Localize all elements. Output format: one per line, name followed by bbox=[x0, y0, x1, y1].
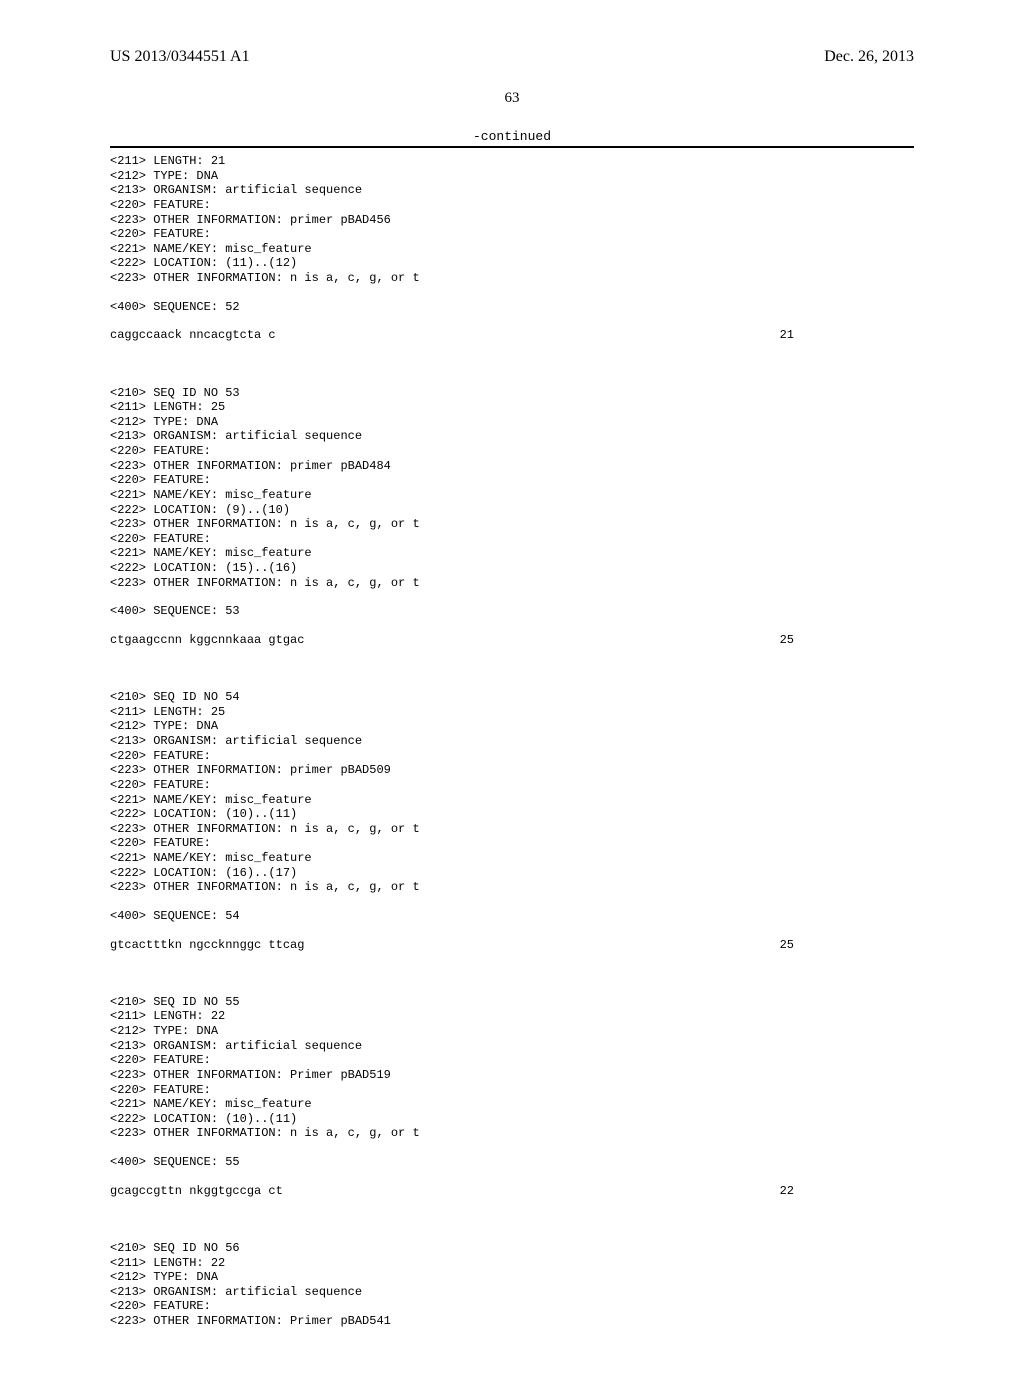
seq-feature-line: <223> OTHER INFORMATION: n is a, c, g, o… bbox=[110, 576, 914, 591]
page-number: 63 bbox=[110, 90, 914, 107]
seq-feature-line: <221> NAME/KEY: misc_feature bbox=[110, 851, 914, 866]
seq-feature-line: <212> TYPE: DNA bbox=[110, 415, 914, 430]
seq-feature-line: <223> OTHER INFORMATION: n is a, c, g, o… bbox=[110, 1126, 914, 1141]
seq-sequence-block: gcagccgttn nkggtgccga ct22 bbox=[110, 1184, 914, 1199]
continued-label: -continued bbox=[110, 129, 914, 144]
seq-feature-line: <220> FEATURE: bbox=[110, 227, 914, 242]
seq-feature-line: <222> LOCATION: (11)..(12) bbox=[110, 256, 914, 271]
seq-feature-line: <220> FEATURE: bbox=[110, 444, 914, 459]
seq-length-value: 22 bbox=[734, 1184, 914, 1199]
seq-feature-line: <211> LENGTH: 21 bbox=[110, 154, 914, 169]
seq-feature-block: <211> LENGTH: 21<212> TYPE: DNA<213> ORG… bbox=[110, 154, 914, 286]
seq-feature-line: <212> TYPE: DNA bbox=[110, 1024, 914, 1039]
seq-feature-line: <213> ORGANISM: artificial sequence bbox=[110, 1039, 914, 1054]
seq-feature-line: <222> LOCATION: (15)..(16) bbox=[110, 561, 914, 576]
seq-feature-line: <211> LENGTH: 25 bbox=[110, 400, 914, 415]
seq-feature-line: <220> FEATURE: bbox=[110, 198, 914, 213]
seq-header-line: <400> SEQUENCE: 53 bbox=[110, 604, 914, 619]
seq-feature-block: <210> SEQ ID NO 54<211> LENGTH: 25<212> … bbox=[110, 690, 914, 895]
seq-spacer bbox=[110, 1212, 914, 1227]
publication-date: Dec. 26, 2013 bbox=[824, 48, 914, 66]
seq-sequence-block: gtcactttkn ngccknnggc ttcag25 bbox=[110, 938, 914, 953]
seq-feature-line: <220> FEATURE: bbox=[110, 1053, 914, 1068]
seq-header-line: <400> SEQUENCE: 52 bbox=[110, 300, 914, 315]
seq-feature-line: <221> NAME/KEY: misc_feature bbox=[110, 546, 914, 561]
seq-feature-line: <223> OTHER INFORMATION: n is a, c, g, o… bbox=[110, 822, 914, 837]
seq-feature-line: <221> NAME/KEY: misc_feature bbox=[110, 488, 914, 503]
seq-feature-line: <210> SEQ ID NO 54 bbox=[110, 690, 914, 705]
seq-length-value: 25 bbox=[734, 938, 914, 953]
seq-spacer bbox=[110, 966, 914, 981]
page-header: US 2013/0344551 A1 Dec. 26, 2013 bbox=[110, 48, 914, 66]
seq-feature-line: <223> OTHER INFORMATION: primer pBAD484 bbox=[110, 459, 914, 474]
seq-feature-line: <213> ORGANISM: artificial sequence bbox=[110, 429, 914, 444]
seq-feature-line: <210> SEQ ID NO 55 bbox=[110, 995, 914, 1010]
seq-feature-line: <220> FEATURE: bbox=[110, 749, 914, 764]
seq-feature-line: <223> OTHER INFORMATION: primer pBAD509 bbox=[110, 763, 914, 778]
seq-feature-line: <210> SEQ ID NO 56 bbox=[110, 1241, 914, 1256]
seq-header-block: <400> SEQUENCE: 52 bbox=[110, 300, 914, 315]
seq-feature-line: <212> TYPE: DNA bbox=[110, 1270, 914, 1285]
seq-row: gtcactttkn ngccknnggc ttcag25 bbox=[110, 938, 914, 953]
seq-header-block: <400> SEQUENCE: 53 bbox=[110, 604, 914, 619]
seq-sequence-text: caggccaack nncacgtcta c bbox=[110, 328, 734, 343]
seq-feature-line: <211> LENGTH: 25 bbox=[110, 705, 914, 720]
seq-header-line: <400> SEQUENCE: 54 bbox=[110, 909, 914, 924]
seq-feature-line: <212> TYPE: DNA bbox=[110, 169, 914, 184]
seq-header-block: <400> SEQUENCE: 54 bbox=[110, 909, 914, 924]
seq-length-value: 25 bbox=[734, 633, 914, 648]
seq-feature-block: <210> SEQ ID NO 56<211> LENGTH: 22<212> … bbox=[110, 1241, 914, 1329]
seq-feature-line: <223> OTHER INFORMATION: n is a, c, g, o… bbox=[110, 880, 914, 895]
seq-feature-line: <220> FEATURE: bbox=[110, 532, 914, 547]
seq-feature-line: <212> TYPE: DNA bbox=[110, 719, 914, 734]
seq-row: caggccaack nncacgtcta c21 bbox=[110, 328, 914, 343]
seq-spacer bbox=[110, 357, 914, 372]
seq-feature-block: <210> SEQ ID NO 55<211> LENGTH: 22<212> … bbox=[110, 995, 914, 1141]
seq-feature-line: <221> NAME/KEY: misc_feature bbox=[110, 242, 914, 257]
seq-header-block: <400> SEQUENCE: 55 bbox=[110, 1155, 914, 1170]
seq-feature-line: <213> ORGANISM: artificial sequence bbox=[110, 734, 914, 749]
seq-sequence-block: caggccaack nncacgtcta c21 bbox=[110, 328, 914, 343]
seq-feature-line: <220> FEATURE: bbox=[110, 1299, 914, 1314]
seq-feature-line: <223> OTHER INFORMATION: Primer pBAD541 bbox=[110, 1314, 914, 1329]
seq-feature-line: <223> OTHER INFORMATION: Primer pBAD519 bbox=[110, 1068, 914, 1083]
seq-feature-line: <211> LENGTH: 22 bbox=[110, 1256, 914, 1271]
seq-feature-line: <221> NAME/KEY: misc_feature bbox=[110, 793, 914, 808]
seq-sequence-text: gcagccgttn nkggtgccga ct bbox=[110, 1184, 734, 1199]
seq-length-value: 21 bbox=[734, 328, 914, 343]
seq-header-line: <400> SEQUENCE: 55 bbox=[110, 1155, 914, 1170]
seq-sequence-text: ctgaagccnn kggcnnkaaa gtgac bbox=[110, 633, 734, 648]
seq-feature-line: <223> OTHER INFORMATION: primer pBAD456 bbox=[110, 213, 914, 228]
top-rule bbox=[110, 146, 914, 148]
seq-feature-line: <223> OTHER INFORMATION: n is a, c, g, o… bbox=[110, 517, 914, 532]
seq-feature-line: <220> FEATURE: bbox=[110, 778, 914, 793]
publication-number: US 2013/0344551 A1 bbox=[110, 48, 250, 66]
seq-row: gcagccgttn nkggtgccga ct22 bbox=[110, 1184, 914, 1199]
seq-feature-line: <213> ORGANISM: artificial sequence bbox=[110, 183, 914, 198]
seq-feature-line: <222> LOCATION: (10)..(11) bbox=[110, 1112, 914, 1127]
seq-feature-line: <221> NAME/KEY: misc_feature bbox=[110, 1097, 914, 1112]
seq-feature-line: <222> LOCATION: (16)..(17) bbox=[110, 866, 914, 881]
seq-feature-line: <213> ORGANISM: artificial sequence bbox=[110, 1285, 914, 1300]
sequence-listing: <211> LENGTH: 21<212> TYPE: DNA<213> ORG… bbox=[110, 154, 914, 1329]
seq-feature-line: <222> LOCATION: (9)..(10) bbox=[110, 503, 914, 518]
seq-feature-line: <210> SEQ ID NO 53 bbox=[110, 386, 914, 401]
seq-feature-line: <220> FEATURE: bbox=[110, 473, 914, 488]
seq-feature-line: <223> OTHER INFORMATION: n is a, c, g, o… bbox=[110, 271, 914, 286]
page-container: US 2013/0344551 A1 Dec. 26, 2013 63 -con… bbox=[0, 0, 1024, 1391]
seq-feature-line: <220> FEATURE: bbox=[110, 1083, 914, 1098]
seq-feature-block: <210> SEQ ID NO 53<211> LENGTH: 25<212> … bbox=[110, 386, 914, 591]
seq-feature-line: <222> LOCATION: (10)..(11) bbox=[110, 807, 914, 822]
seq-row: ctgaagccnn kggcnnkaaa gtgac25 bbox=[110, 633, 914, 648]
seq-sequence-block: ctgaagccnn kggcnnkaaa gtgac25 bbox=[110, 633, 914, 648]
seq-spacer bbox=[110, 662, 914, 677]
seq-feature-line: <211> LENGTH: 22 bbox=[110, 1009, 914, 1024]
seq-sequence-text: gtcactttkn ngccknnggc ttcag bbox=[110, 938, 734, 953]
seq-feature-line: <220> FEATURE: bbox=[110, 836, 914, 851]
